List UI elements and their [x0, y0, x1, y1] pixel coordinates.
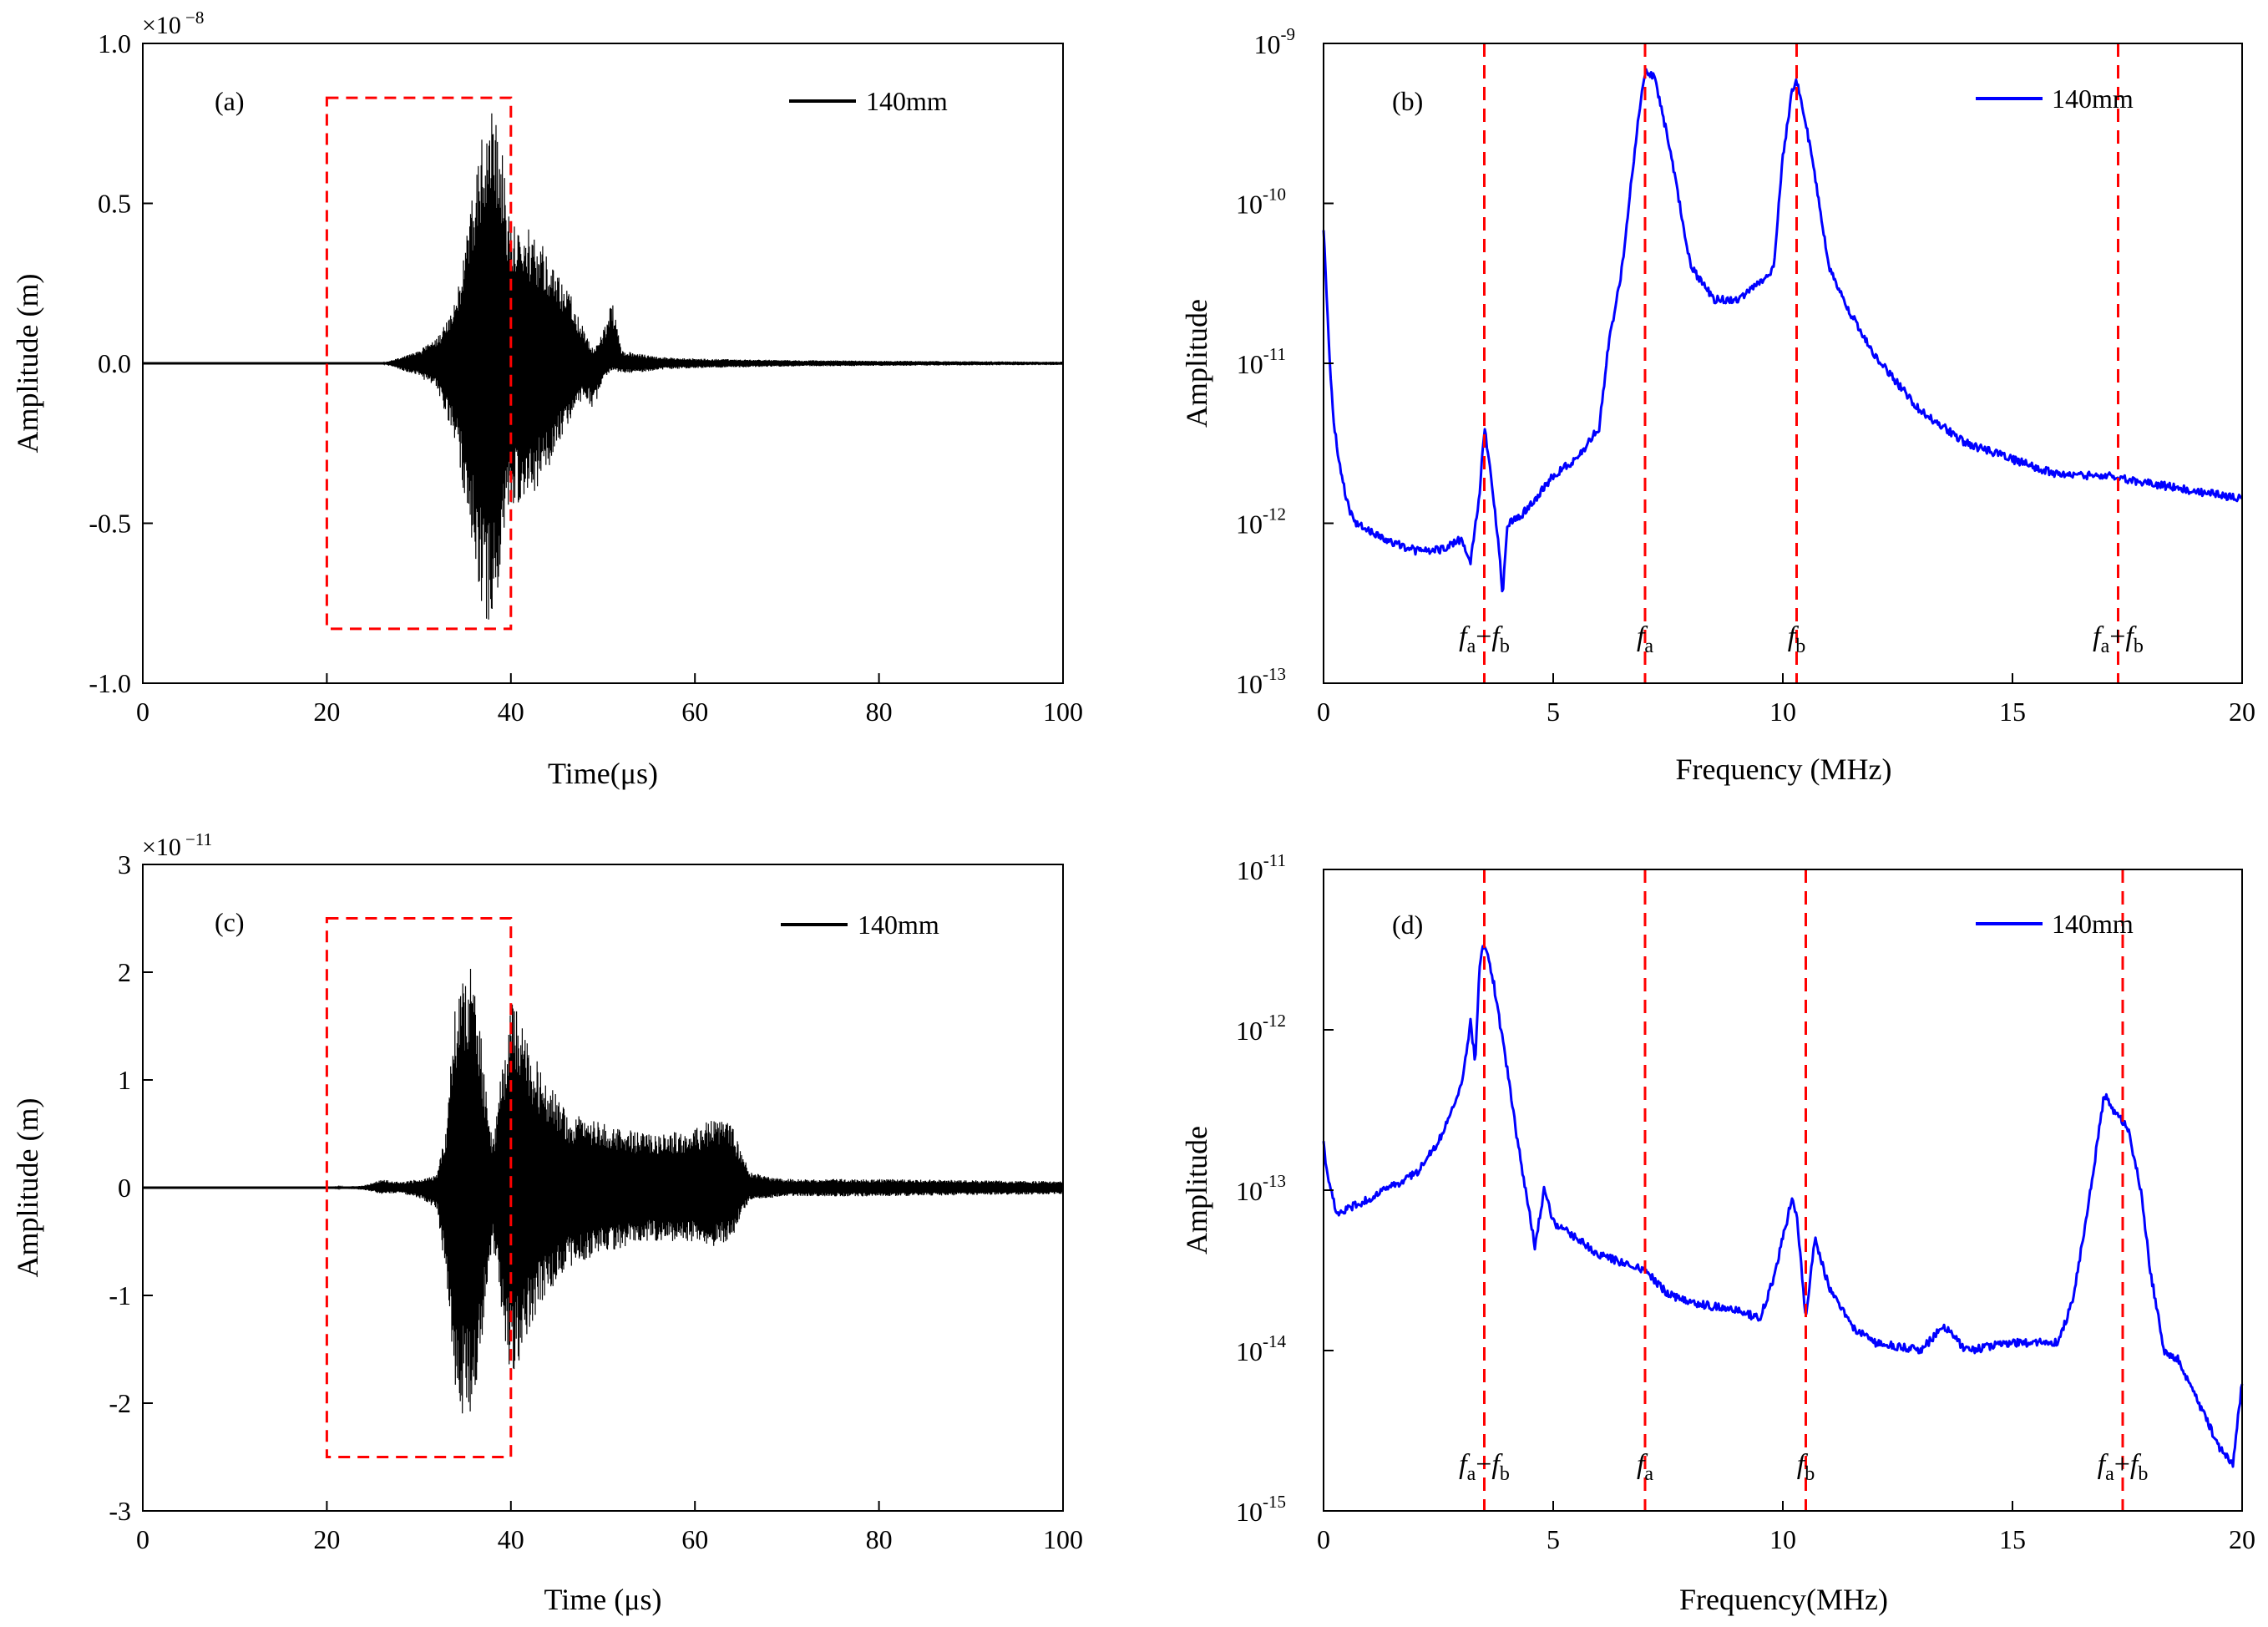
panel-d-x-tick-label: 0	[1317, 1524, 1330, 1554]
panel-c-y-tick-label: 2	[118, 957, 131, 987]
panel-d-marker-label: fa+fb	[2098, 1449, 2149, 1485]
panel-a-y-tick-label: -1.0	[89, 668, 131, 698]
panel-c-y-tick-label: -2	[109, 1388, 131, 1418]
panel-d-marker-label: fa−fb	[1459, 1449, 1510, 1485]
panel-a-exponent-base: ×10	[142, 12, 181, 39]
panel-a-y-ticks: -1.0 -0.5 0.0 0.5 1.0	[89, 28, 153, 698]
panel-d-y-tick-label: 10-11	[1237, 850, 1286, 885]
panel-d-spectrum-trace	[1322, 945, 2244, 1468]
panel-d-y-ticks: 10-15 10-14 10-13 10-12 10-11	[1236, 850, 1334, 1527]
panel-c-x-tick-label: 40	[498, 1524, 524, 1554]
panel-b-label: (b)	[1392, 86, 1423, 116]
panel-a-x-tick-label: 40	[498, 697, 524, 727]
panel-d-y-tick-label: 10-15	[1236, 1492, 1286, 1527]
panel-d-y-tick-label: 10-13	[1236, 1171, 1286, 1206]
panel-a-plot-area	[143, 96, 1064, 631]
panel-a-x-ticks: 0 20 40 60 80 100	[136, 673, 1083, 727]
panel-b-marker-label: fa−fb	[1459, 621, 1510, 657]
panel-c-y-tick-label: -1	[109, 1280, 131, 1310]
panel-b-y-tick-label: 10-13	[1236, 664, 1286, 699]
panel-b-plot-area	[1322, 43, 2243, 683]
panel-b-y-tick-label: 10-9	[1254, 24, 1296, 59]
panel-a-x-tick-label: 80	[866, 697, 893, 727]
panel-c-x-tick-label: 0	[136, 1524, 149, 1554]
panel-a-x-tick-label: 20	[313, 697, 340, 727]
panel-c-exponent-power: −11	[185, 829, 212, 849]
panel-d-ylabel: Amplitude	[1180, 1126, 1213, 1254]
panel-c-x-tick-label: 20	[313, 1524, 340, 1554]
panel-c-y-ticks: -3 -2 -1 0 1 2 3	[109, 849, 153, 1526]
panel-a-signal-trace	[143, 113, 1064, 620]
panel-c-x-tick-label: 60	[681, 1524, 708, 1554]
panel-b-ylabel: Amplitude	[1180, 299, 1213, 428]
panel-c-xlabel: Time (μs)	[544, 1583, 662, 1616]
panel-b-xlabel: Frequency (MHz)	[1676, 753, 1892, 786]
panel-c-legend-label: 140mm	[858, 910, 939, 940]
panel-b-x-tick-label: 10	[1769, 697, 1796, 727]
panel-c-window-box	[325, 917, 513, 1458]
panel-d-xlabel: Frequency(MHz)	[1679, 1583, 1888, 1616]
panel-b-marker-label: fb	[1788, 621, 1805, 657]
panel-c-y-tick-label: 0	[118, 1173, 131, 1203]
panel-d-plot-area	[1322, 869, 2244, 1511]
panel-c-y-tick-label: -3	[109, 1496, 131, 1526]
panel-b-marker-labels: fa−fb fa fb fa+fb	[1459, 621, 2144, 657]
panel-b-spectrum-trace	[1322, 68, 2243, 593]
panel-d-spectrum: 0 5 10 15 20 10-15 10-14 10-13 10-12 10-11 fa−fb…	[1180, 850, 2255, 1616]
panel-b-y-ticks: 10-13 10-12 10-11 10-10 10-9	[1236, 24, 1334, 699]
panel-d-marker-label: fa	[1637, 1449, 1653, 1485]
panel-d-label: (d)	[1392, 910, 1423, 940]
panel-b-marker-label: fa	[1637, 621, 1653, 657]
panel-b-legend-label: 140mm	[2052, 84, 2134, 114]
panel-a-xlabel: Time(μs)	[548, 757, 658, 790]
panel-a-label: (a)	[215, 86, 245, 116]
panel-c-plot-area	[143, 917, 1064, 1458]
panel-a-y-tick-label: 0.0	[98, 348, 131, 378]
panel-c-signal-trace	[143, 968, 1064, 1414]
panel-b-x-tick-label: 15	[1999, 697, 2026, 727]
panel-c-time-signal: 0 20 40 60 80 100 -3 -2 -1 0 1 2 3 ×10 −11 (c) 140m…	[11, 829, 1083, 1616]
panel-c-ylabel: Amplitude (m)	[11, 1098, 44, 1278]
panel-a-x-tick-label: 0	[136, 697, 149, 727]
panel-d-x-ticks: 0 5 10 15 20	[1317, 1501, 2255, 1554]
panel-a-y-tick-label: 0.5	[98, 189, 131, 219]
panel-a-ylabel: Amplitude (m)	[11, 274, 44, 454]
panel-c-exponent-base: ×10	[142, 834, 181, 861]
panel-b-x-ticks: 0 5 10 15 20	[1317, 673, 2255, 727]
panel-d-y-tick-label: 10-14	[1236, 1331, 1286, 1366]
panel-d-x-tick-label: 15	[1999, 1524, 2026, 1554]
panel-d-frame	[1323, 869, 2243, 1512]
panel-c-y-tick-label: 3	[118, 849, 131, 879]
panel-a-time-signal: 0 20 40 60 80 100 -1.0 -0.5 0.0 0.5 1.0 ×10 −8 (a…	[11, 8, 1083, 790]
panel-b-x-tick-label: 5	[1547, 697, 1560, 727]
panel-c-y-tick-label: 1	[118, 1065, 131, 1095]
panel-d-x-tick-label: 20	[2229, 1524, 2255, 1554]
panel-b-marker-label: fa+fb	[2093, 621, 2144, 657]
panel-d-marker-label: fb	[1797, 1449, 1815, 1485]
panel-b-x-tick-label: 20	[2229, 697, 2255, 727]
panel-d-x-tick-label: 5	[1547, 1524, 1560, 1554]
panel-b-x-tick-label: 0	[1317, 697, 1330, 727]
panel-a-window-box	[325, 96, 513, 631]
panel-c-x-tick-label: 100	[1043, 1524, 1083, 1554]
panel-a-x-tick-label: 60	[681, 697, 708, 727]
panel-a-legend-label: 140mm	[866, 86, 948, 116]
panel-a-exponent-power: −8	[185, 8, 204, 28]
panel-a-y-tick-label: -0.5	[89, 509, 131, 539]
panel-d-x-tick-label: 10	[1769, 1524, 1796, 1554]
panel-d-y-tick-label: 10-12	[1236, 1011, 1286, 1046]
panel-a-x-tick-label: 100	[1043, 697, 1083, 727]
panel-c-label: (c)	[215, 907, 245, 937]
panel-d-legend-label: 140mm	[2052, 909, 2134, 939]
panel-b-frame	[1323, 43, 2243, 684]
panel-b-y-tick-label: 10-11	[1237, 344, 1286, 379]
panel-d-marker-labels: fa−fb fa fb fa+fb	[1459, 1449, 2148, 1485]
panel-b-y-tick-label: 10-12	[1236, 504, 1286, 540]
panel-c-x-ticks: 0 20 40 60 80 100	[136, 1501, 1083, 1554]
panel-b-y-tick-label: 10-10	[1236, 185, 1286, 220]
panel-a-y-tick-label: 1.0	[98, 28, 131, 58]
panel-c-x-tick-label: 80	[866, 1524, 893, 1554]
